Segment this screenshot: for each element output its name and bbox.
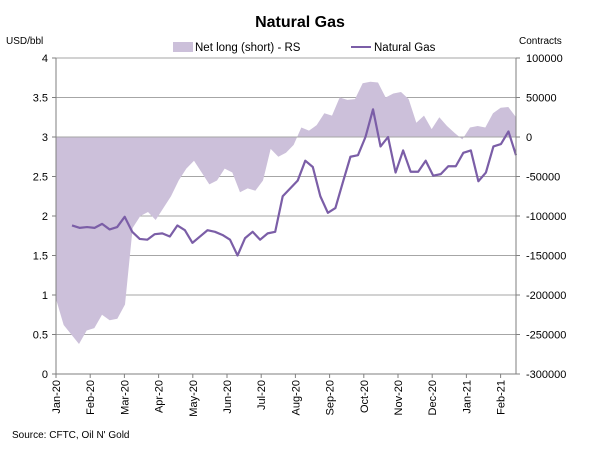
x-tick-label: Feb-20 <box>85 380 97 415</box>
tick-labels: 0 0.5 1 1.5 2 2.5 3 3.5 4 -300000 -250000 -200000 -1… <box>33 53 567 417</box>
y-left-tick-label: 1 <box>42 290 48 302</box>
y-right-tick-label: -200000 <box>526 290 566 302</box>
y-left-tick-label: 0.5 <box>33 330 48 342</box>
y-left-tick-label: 3 <box>42 132 48 144</box>
y-right-label: Contracts <box>519 36 562 47</box>
chart-title: Natural Gas <box>255 14 345 31</box>
legend-label-net-long: Net long (short) - RS <box>195 42 301 54</box>
x-tick-label: Jan-20 <box>51 380 63 414</box>
y-left-tick-label: 3.5 <box>33 93 48 105</box>
legend-label-natural-gas: Natural Gas <box>374 42 436 54</box>
net-long-area-layer <box>56 81 516 344</box>
y-right-tick-label: -100000 <box>526 211 566 223</box>
x-tick-label: Sep-20 <box>325 380 337 415</box>
natural-gas-line-layer <box>71 108 518 257</box>
y-right-tick-label: 50000 <box>526 93 557 105</box>
y-left-tick-label: 0 <box>42 369 48 381</box>
net-long-area <box>56 81 516 344</box>
y-left-tick-label: 4 <box>42 53 48 65</box>
x-tick-label: Aug-20 <box>290 380 302 415</box>
x-tick-label: Feb-21 <box>496 380 508 415</box>
y-left-label: USD/bbl <box>6 36 43 47</box>
y-right-tick-label: -150000 <box>526 251 566 263</box>
y-right-tick-label: 0 <box>526 132 532 144</box>
y-right-tick-label: -50000 <box>526 172 560 184</box>
source-note: Source: CFTC, Oil N' Gold <box>12 430 130 441</box>
x-tick-label: Jan-21 <box>461 380 473 414</box>
y-right-tick-label: -250000 <box>526 330 566 342</box>
y-left-tick-label: 1.5 <box>33 251 48 263</box>
x-tick-label: Jul-20 <box>256 380 268 410</box>
x-tick-label: Jun-20 <box>222 380 234 414</box>
x-tick-label: Apr-20 <box>154 380 166 413</box>
legend-swatch-area <box>173 42 193 52</box>
x-tick-label: Oct-20 <box>359 380 371 413</box>
y-left-tick-label: 2.5 <box>33 172 48 184</box>
x-tick-label: May-20 <box>188 380 200 417</box>
x-tick-label: Mar-20 <box>119 380 131 415</box>
natural-gas-line <box>71 108 518 257</box>
x-tick-label: Nov-20 <box>393 380 405 415</box>
legend: Net long (short) - RS Natural Gas <box>173 42 436 54</box>
y-left-tick-label: 2 <box>42 211 48 223</box>
x-tick-label: Dec-20 <box>427 380 439 415</box>
y-right-tick-label: 100000 <box>526 53 563 65</box>
y-right-tick-label: -300000 <box>526 369 566 381</box>
